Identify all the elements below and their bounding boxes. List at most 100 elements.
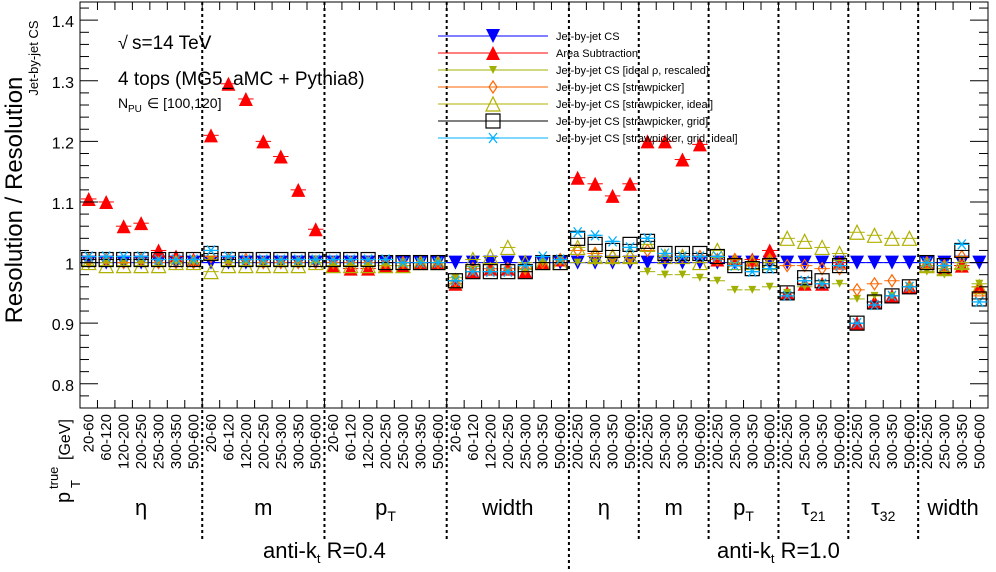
data-point-stroke	[782, 290, 792, 302]
x-axis-title: p T true [GeV]	[46, 419, 83, 503]
data-point	[203, 128, 218, 143]
data-point	[431, 257, 444, 268]
data-point	[624, 242, 637, 253]
data-point	[342, 257, 359, 274]
x-bin-label: 250-300	[273, 414, 290, 469]
data-point	[781, 290, 794, 302]
data-point	[117, 251, 130, 262]
legend-label: Jet-by-jet CS [strawpicker, ideal]	[556, 99, 713, 111]
data-point	[622, 248, 639, 265]
data-point	[853, 294, 862, 303]
data-point-stroke	[555, 254, 565, 265]
data-point	[884, 255, 899, 270]
data-point-stroke	[206, 245, 216, 256]
data-point-stroke	[852, 317, 862, 329]
data-point	[257, 254, 270, 265]
legend-entry: Jet-by-jet CS	[438, 29, 620, 43]
legend-entry: Jet-by-jet CS [strawpicker, grid]	[438, 113, 708, 129]
data-point	[151, 243, 166, 258]
data-point-stroke	[171, 254, 181, 265]
data-point	[501, 266, 514, 278]
pileup-range: ∈ [100,120]	[147, 95, 221, 111]
data-point	[187, 254, 200, 265]
data-point	[150, 257, 167, 274]
data-point-stroke	[136, 251, 146, 262]
x-bin-label: 120-200	[238, 414, 255, 469]
data-point	[936, 260, 953, 277]
data-point	[153, 255, 164, 270]
y-axis-title: Resolution / Resolution	[1, 77, 28, 324]
data-point	[588, 176, 603, 191]
data-point	[866, 294, 883, 310]
x-bin-label: 250-300	[657, 414, 674, 469]
data-point	[726, 254, 743, 271]
x-bin-label: 300-350	[674, 414, 691, 469]
x-axis-title-sub: T	[68, 480, 83, 488]
data-point	[870, 291, 879, 300]
x-bin-label: 250-300	[395, 414, 412, 469]
data-point	[485, 261, 496, 276]
section-label: pT	[375, 495, 396, 524]
data-point-stroke	[712, 251, 722, 262]
data-point	[273, 149, 288, 164]
data-point	[239, 254, 252, 265]
legend-marker	[485, 113, 501, 129]
y-tick-label: 1.3	[52, 75, 74, 92]
data-point	[203, 245, 219, 262]
x-bin-label: 250-300	[936, 414, 953, 469]
data-point-stroke	[154, 254, 164, 265]
data-point-stroke	[642, 232, 653, 244]
data-point	[676, 251, 689, 262]
x-bin-label: 200-250	[255, 414, 272, 469]
x-bin-label: 200-250	[849, 414, 866, 469]
data-point	[589, 229, 602, 241]
data-point-stroke	[835, 260, 845, 272]
data-point-stroke	[538, 251, 548, 262]
series-6-points	[81, 226, 987, 329]
data-point-stroke	[800, 275, 810, 287]
data-point	[762, 257, 778, 274]
x-bin-label: 250-300	[867, 414, 884, 469]
x-axis-title-unit: [GeV]	[57, 419, 74, 460]
section-label: m	[665, 495, 683, 520]
data-point-stroke	[328, 254, 338, 265]
data-point	[765, 282, 774, 291]
data-point	[572, 243, 583, 258]
data-point	[398, 255, 408, 270]
data-point	[587, 236, 603, 252]
data-point	[307, 254, 324, 271]
data-point-stroke	[363, 254, 373, 265]
data-point	[762, 243, 777, 258]
data-point	[695, 273, 704, 282]
data-point	[833, 260, 846, 272]
data-point-stroke	[608, 235, 618, 247]
legend-marker	[485, 95, 501, 112]
data-point-stroke	[415, 257, 426, 268]
data-point	[604, 248, 621, 265]
data-point	[571, 226, 584, 238]
data-point	[746, 266, 759, 278]
data-point	[379, 254, 392, 265]
section-label: η	[135, 495, 147, 520]
data-point	[238, 91, 253, 106]
data-point	[849, 223, 866, 240]
legend-entry: Jet-by-jet CS [strawpicker]	[438, 79, 684, 95]
data-point	[693, 251, 706, 262]
x-bin-label: 200-250	[500, 414, 517, 469]
data-point	[797, 255, 812, 270]
data-point-stroke	[346, 254, 356, 265]
legend-label: Jet-by-jet CS	[556, 31, 620, 43]
x-bin-label: 60-120	[343, 414, 360, 461]
x-bin-label: 20-60	[447, 414, 464, 452]
data-point-stroke	[957, 238, 967, 250]
data-point	[640, 255, 655, 270]
data-point	[570, 170, 585, 185]
section-label: width	[481, 495, 533, 520]
data-point-stroke	[625, 242, 635, 253]
data-point	[555, 252, 565, 267]
x-bin-label: 60-120	[98, 414, 115, 461]
data-point-stroke	[241, 254, 251, 265]
x-bin-label: 250-300	[797, 414, 814, 469]
data-point	[308, 222, 323, 237]
data-point	[256, 134, 271, 149]
